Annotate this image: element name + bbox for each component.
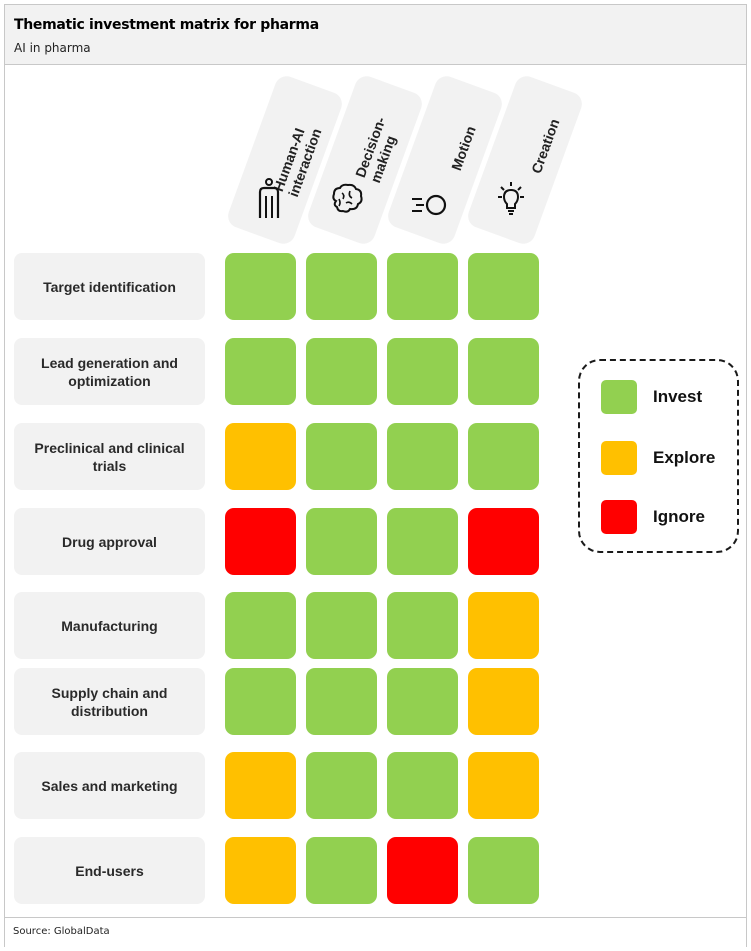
legend-swatch <box>601 500 637 534</box>
column-header-human-ai: Human-AI interaction <box>224 72 346 248</box>
matrix-cell-invest <box>387 423 458 490</box>
column-header-decision-making: Decision- making <box>304 72 426 248</box>
legend-label: Invest <box>653 387 703 406</box>
matrix-cell-invest <box>387 508 458 575</box>
row-label-target-identification: Target identification <box>14 253 205 320</box>
row-label-supply-chain: Supply chain and distribution <box>14 668 205 735</box>
human-figure-icon <box>258 178 280 218</box>
matrix-cell-invest <box>468 837 539 904</box>
matrix-cell-explore <box>468 668 539 735</box>
legend-swatch <box>601 380 637 414</box>
matrix-cell-invest <box>306 423 377 490</box>
row-label-drug-approval: Drug approval <box>14 508 205 575</box>
matrix-cell-explore <box>468 592 539 659</box>
matrix-cell-invest <box>468 423 539 490</box>
matrix-cell-ignore <box>225 508 296 575</box>
matrix-cell-ignore <box>387 837 458 904</box>
figure-subtitle: AI in pharma <box>14 41 91 55</box>
source-note: Source: GlobalData <box>13 926 110 937</box>
matrix-cell-invest <box>306 253 377 320</box>
row-label-lead-generation: Lead generation and optimization <box>14 338 205 405</box>
matrix-cell-invest <box>306 837 377 904</box>
matrix-cell-explore <box>225 752 296 819</box>
matrix-cell-invest <box>387 338 458 405</box>
matrix-cell-explore <box>468 752 539 819</box>
matrix-cell-invest <box>306 752 377 819</box>
legend-label: Ignore <box>653 507 705 526</box>
column-card <box>464 72 586 248</box>
matrix-cell-invest <box>387 253 458 320</box>
legend-item-ignore: Ignore <box>601 500 705 534</box>
matrix-cell-invest <box>225 668 296 735</box>
matrix-cell-invest <box>387 668 458 735</box>
matrix-cell-invest <box>306 592 377 659</box>
figure-footer: Source: GlobalData <box>5 917 746 947</box>
row-label-sales-marketing: Sales and marketing <box>14 752 205 819</box>
brain-icon <box>332 183 363 213</box>
matrix-cell-invest <box>306 508 377 575</box>
row-label-end-users: End-users <box>14 837 205 904</box>
column-header-motion: Motion <box>384 72 506 248</box>
lightbulb-icon <box>498 182 524 215</box>
matrix-cell-invest <box>468 338 539 405</box>
matrix-cell-invest <box>306 338 377 405</box>
matrix-cell-invest <box>468 253 539 320</box>
figure-header: Thematic investment matrix for pharma AI… <box>5 5 746 65</box>
legend: Invest Explore Ignore <box>578 359 739 553</box>
matrix-cell-invest <box>387 592 458 659</box>
legend-label: Explore <box>653 448 716 467</box>
matrix-cell-invest <box>306 668 377 735</box>
row-label-preclinical: Preclinical and clinical trials <box>14 423 205 490</box>
column-header-creation: Creation <box>464 72 586 248</box>
matrix-cell-explore <box>225 837 296 904</box>
matrix-cell-invest <box>225 253 296 320</box>
legend-swatch <box>601 441 637 475</box>
row-label-manufacturing: Manufacturing <box>14 592 205 659</box>
legend-item-explore: Explore <box>601 441 715 475</box>
matrix-cell-invest <box>225 592 296 659</box>
matrix-cell-invest <box>387 752 458 819</box>
matrix-cell-invest <box>225 338 296 405</box>
matrix-cell-ignore <box>468 508 539 575</box>
motion-icon <box>412 194 447 216</box>
figure-title: Thematic investment matrix for pharma <box>14 17 319 33</box>
legend-item-invest: Invest <box>601 380 702 414</box>
matrix-cell-explore <box>225 423 296 490</box>
